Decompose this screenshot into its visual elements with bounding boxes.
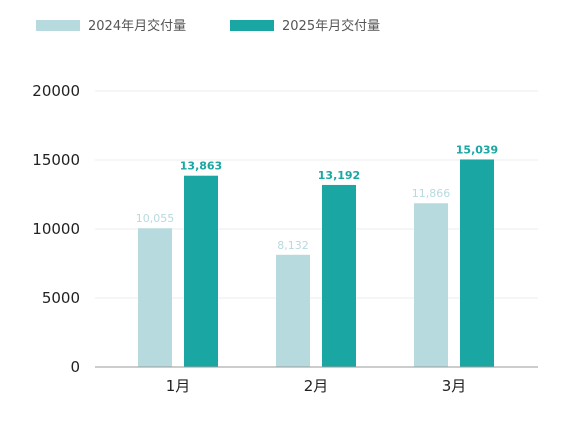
legend: 2024年月交付量 2025年月交付量 [36,18,380,34]
data-label-2-3: 15,039 [456,143,498,156]
data-label-1-3: 11,866 [412,187,451,200]
legend-swatch-1 [36,20,80,31]
bar-1-2 [276,254,310,367]
y-tick-label: 0 [70,358,80,376]
y-tick-label: 15000 [32,151,80,169]
legend-swatch-2 [230,20,274,31]
y-tick-label: 10000 [32,220,80,238]
x-tick-label: 2月 [304,377,329,395]
data-labels: 10,055 13,863 8,132 13,192 11,866 15,039 [136,143,498,251]
bars [138,159,494,367]
bar-2-1 [184,175,218,367]
y-tick-label: 5000 [42,289,80,307]
data-label-2-1: 13,863 [180,160,222,173]
x-axis-ticks: 1月 2月 3月 [166,377,467,395]
data-label-1-2: 8,132 [277,239,309,252]
y-axis-ticks: 0 5000 10000 15000 20000 [32,82,80,376]
x-tick-label: 1月 [166,377,191,395]
y-tick-label: 20000 [32,82,80,100]
legend-label-1: 2024年月交付量 [88,18,186,34]
bar-2-2 [322,184,356,367]
bar-1-1 [138,228,172,367]
x-tick-label: 3月 [442,377,467,395]
data-label-1-1: 10,055 [136,212,175,225]
legend-label-2: 2025年月交付量 [282,18,380,34]
data-label-2-2: 13,192 [318,169,360,182]
bar-2-3 [460,159,494,367]
bar-1-3 [414,203,448,367]
